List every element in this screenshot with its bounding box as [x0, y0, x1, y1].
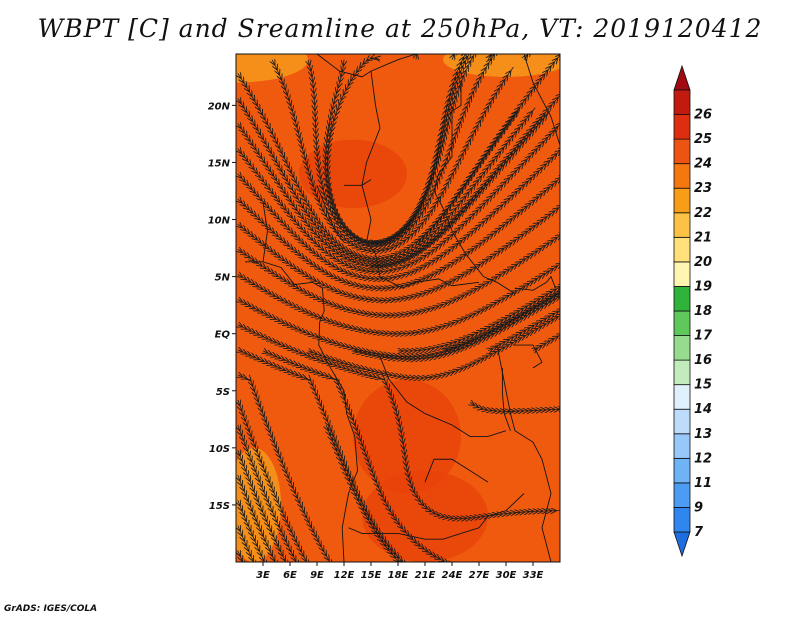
lon-tick-label: 18E — [388, 570, 409, 581]
lat-tick-label: 15N — [208, 158, 231, 169]
colorbar-swatch — [673, 457, 691, 484]
lat-tick-label: 10S — [209, 444, 230, 455]
field-patch — [443, 54, 560, 77]
colorbar-label: 12 — [694, 451, 712, 466]
colorbar-swatch — [673, 335, 691, 361]
colorbar-swatch — [673, 408, 691, 435]
colorbar-label: 18 — [694, 304, 712, 319]
lat-tick-label: 5N — [215, 273, 231, 284]
colorbar-label: 15 — [694, 378, 712, 393]
lat-tick-label: 10N — [208, 216, 231, 227]
colorbar-label: 11 — [694, 476, 712, 491]
lon-tick-label: 21E — [415, 570, 436, 581]
field-patch — [299, 139, 407, 209]
lon-tick-label: 12E — [334, 570, 355, 581]
colorbar: 7 9 11 12 13 14 15 16 17 18 19 20 21 22 23 24 25 26 — [673, 64, 713, 558]
colorbar-swatch — [673, 261, 691, 287]
colorbar-swatch — [673, 163, 691, 189]
colorbar-label: 9 — [694, 500, 703, 515]
colorbar-label: 25 — [694, 132, 712, 147]
colorbar-label: 26 — [694, 108, 712, 123]
colorbar-swatch — [673, 359, 691, 386]
colorbar-swatch — [673, 114, 691, 140]
lon-tick-label: 9E — [310, 570, 324, 581]
lon-tick-label: 24E — [442, 570, 463, 581]
lon-tick-label: 30E — [496, 570, 517, 581]
colorbar-label: 16 — [694, 353, 712, 368]
colorbar-swatch — [673, 507, 691, 533]
grads-credit: GrADS: IGES/COLA — [4, 604, 98, 614]
colorbar-label: 7 — [694, 525, 704, 540]
streamline — [488, 307, 560, 351]
colorbar-swatch — [673, 187, 691, 214]
colorbar-swatch — [673, 89, 691, 115]
colorbar-min-triangle — [673, 531, 691, 558]
colorbar-label: 19 — [694, 279, 712, 294]
lat-tick-label: 15S — [209, 501, 230, 512]
colorbar-swatch — [673, 482, 691, 508]
lon-tick-label: 3E — [256, 570, 270, 581]
colorbar-swatch — [673, 433, 691, 459]
colorbar-label: 14 — [694, 402, 712, 417]
colorbar-label: 13 — [694, 427, 712, 442]
colorbar-swatch — [673, 236, 691, 263]
colorbar-label: 20 — [694, 255, 712, 270]
streamline — [416, 47, 560, 242]
lon-tick-label: 15E — [361, 570, 382, 581]
longitude-axis: 3E 6E 9E 12E 15E 18E 21E 24E 27E 30E 33E — [256, 562, 544, 581]
colorbar-swatch — [673, 384, 691, 410]
colorbar-label: 17 — [694, 329, 713, 344]
colorbar-label: 22 — [694, 206, 712, 221]
colorbar-label: 24 — [694, 157, 712, 172]
streamlines — [238, 47, 560, 562]
latitude-axis: 20N 15N 10N 5N EQ 5S 10S 15S — [208, 101, 236, 512]
colorbar-swatch — [673, 138, 691, 165]
lon-tick-label: 6E — [283, 570, 297, 581]
colorbar-swatch — [673, 286, 691, 312]
colorbar-label: 23 — [694, 181, 712, 196]
colorbar-swatch — [673, 310, 691, 336]
colorbar-max-triangle — [673, 64, 691, 91]
lat-tick-label: 5S — [216, 387, 230, 398]
lon-tick-label: 33E — [523, 570, 544, 581]
streamline — [326, 425, 409, 562]
field-patch — [362, 470, 488, 562]
colorbar-label: 21 — [694, 230, 712, 245]
lat-tick-label: EQ — [215, 330, 231, 341]
lat-tick-label: 20N — [208, 101, 231, 112]
streamline — [470, 402, 560, 411]
lon-tick-label: 27E — [469, 570, 490, 581]
streamline — [533, 332, 560, 351]
colorbar-swatch — [673, 212, 691, 238]
chart-title: WBPT [C] and Sreamline at 250hPa, VT: 20… — [37, 14, 763, 43]
